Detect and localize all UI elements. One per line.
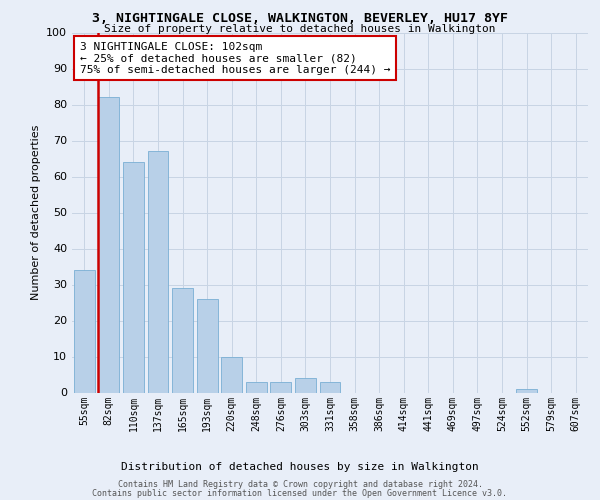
Bar xyxy=(172,288,193,393)
Y-axis label: Number of detached properties: Number of detached properties xyxy=(31,125,41,300)
Text: Contains HM Land Registry data © Crown copyright and database right 2024.: Contains HM Land Registry data © Crown c… xyxy=(118,480,482,489)
Bar xyxy=(246,382,267,392)
Bar xyxy=(221,356,242,392)
Bar xyxy=(516,389,537,392)
Text: 3 NIGHTINGALE CLOSE: 102sqm
← 25% of detached houses are smaller (82)
75% of sem: 3 NIGHTINGALE CLOSE: 102sqm ← 25% of det… xyxy=(80,42,390,74)
Text: Contains public sector information licensed under the Open Government Licence v3: Contains public sector information licen… xyxy=(92,489,508,498)
Text: Distribution of detached houses by size in Walkington: Distribution of detached houses by size … xyxy=(121,462,479,472)
Bar xyxy=(74,270,95,392)
Bar xyxy=(98,98,119,393)
Bar xyxy=(123,162,144,392)
Bar xyxy=(295,378,316,392)
Text: 3, NIGHTINGALE CLOSE, WALKINGTON, BEVERLEY, HU17 8YF: 3, NIGHTINGALE CLOSE, WALKINGTON, BEVERL… xyxy=(92,12,508,26)
Bar xyxy=(197,299,218,392)
Bar xyxy=(148,152,169,392)
Text: Size of property relative to detached houses in Walkington: Size of property relative to detached ho… xyxy=(104,24,496,34)
Bar xyxy=(271,382,292,392)
Bar xyxy=(320,382,340,392)
